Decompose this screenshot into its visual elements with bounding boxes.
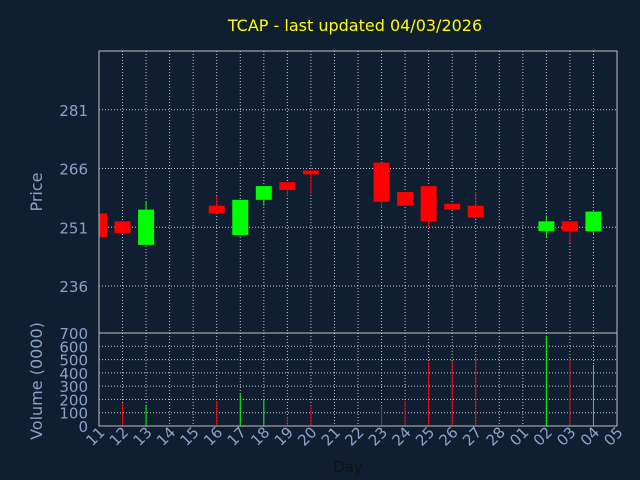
volume-y-tick-label: 300 (59, 378, 88, 396)
candle-body (279, 182, 296, 191)
candle-body (255, 186, 272, 200)
volume-y-tick-label: 500 (59, 352, 88, 370)
volume-y-tick-label: 0 (78, 418, 88, 436)
price-y-tick-labels: 236 251 266 281 (59, 102, 88, 296)
candle-body (538, 221, 555, 232)
volume-y-tick-label: 100 (59, 405, 88, 423)
candle-body (467, 205, 484, 218)
price-y-tick-label: 236 (59, 278, 88, 296)
volume-y-tick-label: 200 (59, 391, 88, 409)
volume-y-tick-label: 400 (59, 365, 88, 383)
price-y-tick-label: 251 (59, 219, 88, 237)
price-panel: 236 251 266 281 Price (27, 50, 618, 334)
volume-grid (99, 333, 617, 426)
price-y-tick-label: 281 (59, 102, 88, 120)
candle-body (99, 213, 107, 238)
volume-axis-label: Volume (0000) (27, 322, 46, 440)
x-tick-labels: 1112131415161718192021222324252627280102… (82, 423, 626, 449)
candle-body (232, 199, 249, 236)
price-axis-label: Price (27, 172, 46, 211)
x-axis-label: Day (333, 458, 363, 476)
candle-body (420, 186, 437, 222)
candle-body (561, 221, 578, 232)
candle-body (114, 221, 131, 234)
candle-body (444, 203, 461, 210)
candle-body (302, 170, 319, 175)
price-candles (98, 162, 602, 245)
candle-body (373, 162, 390, 202)
candle-body (138, 209, 155, 245)
price-y-tick-label: 266 (59, 161, 88, 179)
chart-title: TCAP - last updated 04/03/2026 (227, 16, 482, 35)
candle-body (208, 205, 225, 214)
volume-y-tick-label: 600 (59, 338, 88, 356)
volume-bars (122, 335, 594, 426)
candle-body (397, 192, 414, 206)
volume-y-tick-label: 700 (59, 325, 88, 343)
volume-panel-frame (98, 332, 618, 427)
candle-body (585, 211, 602, 232)
